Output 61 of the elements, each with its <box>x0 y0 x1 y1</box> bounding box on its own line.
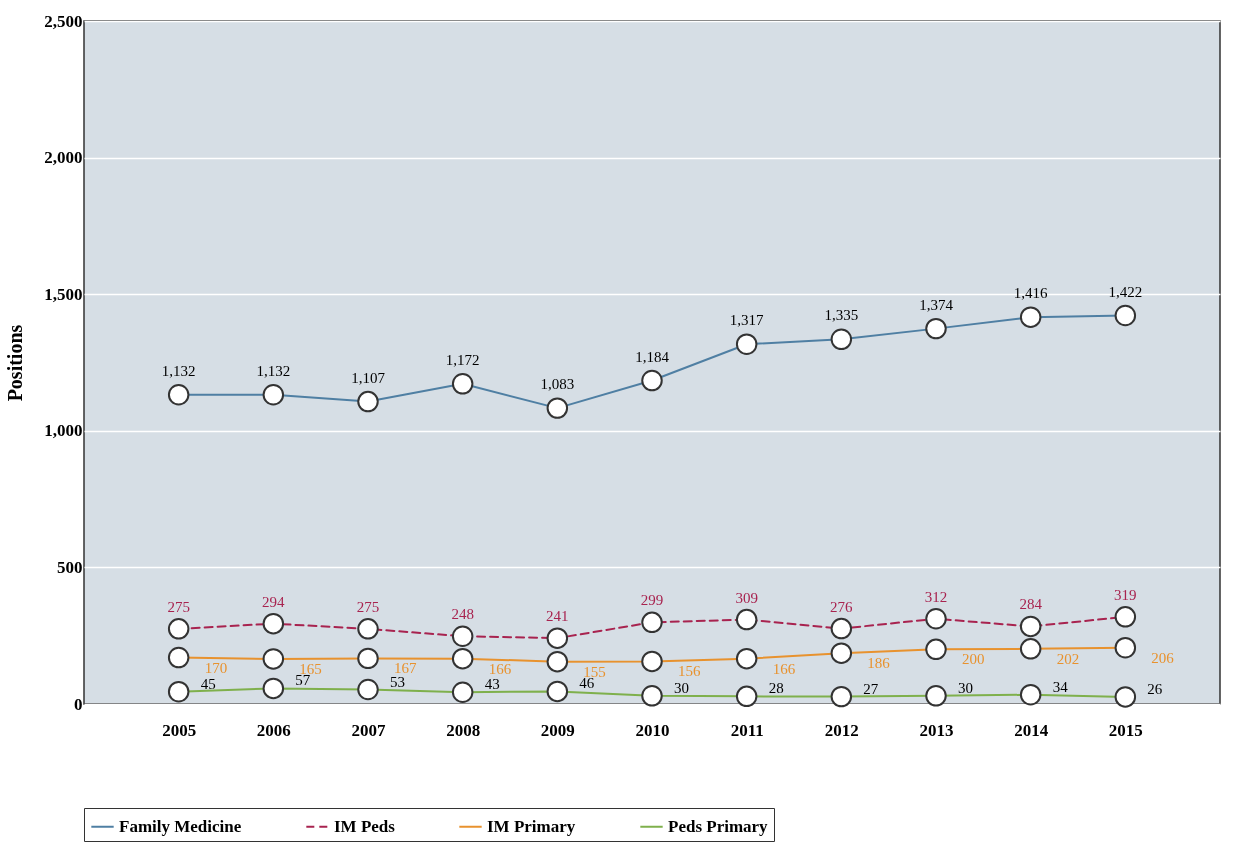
data-label: 309 <box>735 589 758 606</box>
data-label: 1,083 <box>540 376 575 393</box>
y-tick-label: 1,500 <box>44 284 83 304</box>
data-label: 1,132 <box>161 362 196 379</box>
data-label: 34 <box>1052 678 1069 695</box>
data-label: 30 <box>674 679 689 696</box>
data-label: 45 <box>200 675 216 692</box>
x-tick-label: 2008 <box>446 720 481 740</box>
x-tick-label: 2012 <box>824 720 859 740</box>
data-label: 1,184 <box>635 348 670 365</box>
data-label: 156 <box>678 663 701 680</box>
data-label: 43 <box>484 676 500 693</box>
data-label: 275 <box>167 598 190 615</box>
data-label: 28 <box>768 680 784 697</box>
legend-label: Peds Primary <box>668 816 769 836</box>
data-label: 166 <box>488 660 512 677</box>
data-label: 319 <box>1114 586 1137 603</box>
data-label: 1,132 <box>256 362 291 379</box>
data-label: 284 <box>1019 596 1043 613</box>
x-tick-label: 2009 <box>540 720 575 740</box>
y-tick-label: 2,000 <box>44 148 83 168</box>
data-label: 200 <box>962 651 985 668</box>
x-tick-label: 2015 <box>1108 720 1143 740</box>
y-tick-label: 0 <box>74 694 83 714</box>
x-tick-label: 2007 <box>351 720 386 740</box>
data-label: 165 <box>299 660 322 677</box>
data-label: 299 <box>640 592 664 609</box>
data-label: 1,317 <box>729 312 765 329</box>
legend-label: Family Medicine <box>119 816 242 836</box>
legend-label: IM Primary <box>487 816 576 836</box>
data-label: 241 <box>546 608 569 625</box>
data-label: 166 <box>772 660 796 677</box>
x-tick-label: 2006 <box>256 720 291 740</box>
x-tick-label: 2013 <box>919 720 954 740</box>
data-label: 294 <box>262 593 286 610</box>
y-axis-title: Positions <box>4 324 27 402</box>
data-label: 206 <box>1151 649 1175 666</box>
data-label: 30 <box>958 679 973 696</box>
data-label: 1,335 <box>824 307 859 324</box>
data-label: 1,422 <box>1108 283 1143 300</box>
data-label: 1,416 <box>1013 285 1049 302</box>
data-label: 1,374 <box>919 296 954 313</box>
y-tick-label: 1,000 <box>44 421 83 441</box>
data-label: 248 <box>451 606 474 623</box>
x-tick-label: 2010 <box>635 720 670 740</box>
x-tick-label: 2014 <box>1014 720 1049 740</box>
data-label: 27 <box>863 680 879 697</box>
data-label: 1,172 <box>445 351 480 368</box>
data-label: 312 <box>924 588 948 605</box>
data-label: 276 <box>830 598 854 615</box>
y-tick-label: 500 <box>57 557 83 577</box>
data-label: 26 <box>1147 680 1163 697</box>
x-tick-label: 2011 <box>730 720 764 740</box>
data-label: 170 <box>204 659 228 676</box>
data-label: 275 <box>356 598 380 615</box>
y-tick-label: 2,500 <box>44 11 83 31</box>
x-tick-label: 2005 <box>162 720 197 740</box>
data-label: 1,107 <box>351 369 386 386</box>
legend-label: IM Peds <box>334 816 396 836</box>
data-label: 202 <box>1056 650 1080 667</box>
data-label: 186 <box>867 655 891 672</box>
